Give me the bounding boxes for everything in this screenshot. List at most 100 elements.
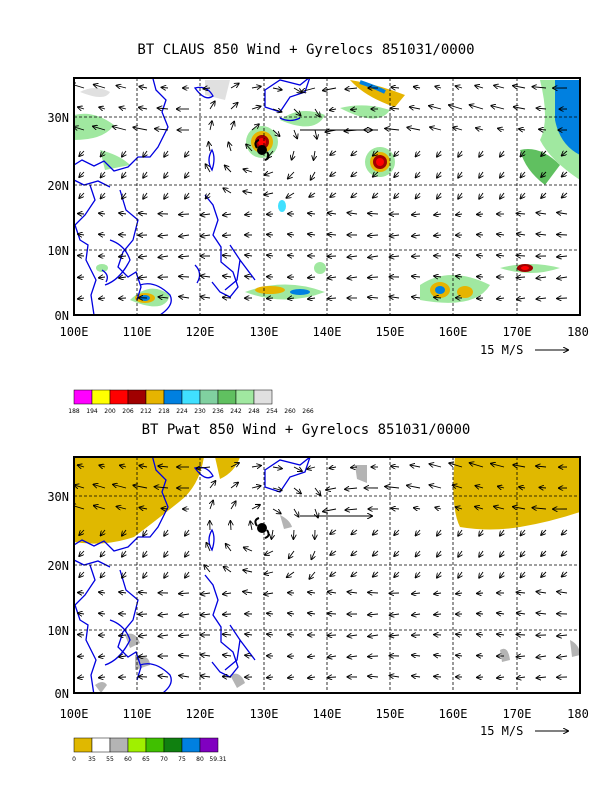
wind-vector — [456, 593, 463, 594]
colorbar-swatch — [91, 737, 111, 753]
wind-vector — [245, 276, 253, 277]
wind-vector — [368, 235, 379, 236]
wind-vector — [416, 192, 420, 198]
wind-vector — [223, 677, 232, 678]
wind-vector — [293, 466, 302, 471]
wind-vector — [179, 256, 190, 257]
wind-vector — [79, 192, 85, 198]
wind-vector — [78, 613, 85, 614]
wind-vector — [78, 298, 85, 299]
wind-vector — [562, 172, 568, 177]
wind-vector — [201, 593, 211, 594]
wind-vector — [456, 214, 463, 215]
wind-vector — [407, 127, 421, 130]
wind-vector — [311, 171, 316, 180]
wind-vector — [206, 543, 210, 552]
wind-vector — [513, 465, 526, 467]
wind-vector — [185, 529, 189, 536]
wind-vector — [500, 571, 504, 578]
wind-vector — [330, 572, 337, 576]
wind-vector — [272, 129, 280, 136]
wind-vector — [158, 108, 169, 109]
wind-vector — [437, 550, 441, 557]
wind-vector — [562, 572, 568, 577]
wind-vector — [517, 677, 526, 678]
wind-vector — [143, 529, 147, 536]
panel1-gridlines — [74, 78, 580, 315]
wind-vector — [78, 277, 85, 278]
wind-vector — [230, 521, 231, 531]
wind-vector — [119, 277, 127, 278]
p1-lon-150: 150E — [376, 325, 405, 339]
wind-vector — [243, 191, 253, 193]
wind-vector — [328, 298, 337, 299]
p2-lon-120: 120E — [186, 707, 215, 721]
wind-vector — [458, 529, 462, 536]
wind-vector — [328, 592, 337, 593]
wind-vector — [119, 256, 127, 257]
wind-vector — [314, 487, 320, 495]
colorbar-label: 188 — [68, 408, 80, 415]
wind-vector — [288, 171, 295, 179]
wind-vector — [541, 571, 547, 577]
wind-vector — [476, 128, 484, 130]
wind-vector — [99, 107, 106, 109]
panel2-map — [73, 456, 581, 694]
wind-vector — [475, 86, 484, 88]
wind-vector — [456, 255, 463, 256]
wind-vector — [416, 571, 420, 577]
colorbar-label: 236 — [212, 408, 224, 415]
wind-vector — [521, 192, 526, 198]
wind-vector — [500, 150, 504, 157]
wind-vector — [368, 213, 379, 214]
wind-vector — [514, 107, 526, 109]
wind-vector — [479, 150, 483, 157]
wind-vector — [164, 171, 168, 178]
wind-vector — [437, 150, 441, 157]
p2-lat-30: 30N — [47, 490, 69, 504]
wind-vector — [458, 150, 462, 157]
wind-vector — [437, 192, 441, 199]
wind-vector — [557, 277, 568, 279]
wind-vector — [201, 235, 211, 236]
wind-vector — [139, 508, 148, 510]
wind-vector — [458, 192, 462, 199]
colorbar-label: 260 — [284, 408, 296, 415]
wind-vector — [416, 550, 420, 556]
wind-vector — [223, 235, 232, 236]
p1-lon-180: 180 — [567, 325, 589, 339]
wind-vector — [311, 550, 315, 559]
wind-vector — [245, 655, 253, 656]
wind-vector — [517, 635, 526, 636]
colorbar-label: 242 — [230, 408, 242, 415]
wind-vector — [164, 571, 168, 578]
wind-vector — [288, 298, 295, 299]
wind-vector — [394, 192, 400, 198]
wind-vector — [536, 466, 547, 467]
wind-vector — [119, 592, 127, 593]
wind-vector — [159, 614, 169, 615]
wind-vector — [272, 467, 282, 469]
wind-vector — [78, 677, 85, 678]
wind-vector — [179, 614, 190, 616]
wind-vector — [491, 464, 505, 468]
wind-vector — [209, 101, 215, 110]
wind-vector — [557, 256, 568, 257]
wind-vector — [345, 88, 358, 89]
wind-vector — [537, 656, 547, 657]
wind-vector — [434, 655, 442, 656]
wind-vector — [264, 193, 274, 195]
wind-vector — [223, 276, 232, 277]
wind-vector — [385, 129, 400, 131]
wind-vector — [537, 298, 547, 299]
wind-vector — [328, 234, 337, 235]
wind-vector — [412, 676, 421, 677]
wind-vector — [99, 213, 106, 214]
wind-vector — [288, 634, 295, 635]
wind-vector — [229, 142, 232, 152]
wind-vector — [143, 150, 147, 157]
wind-vector — [351, 530, 358, 534]
wind-vector — [437, 171, 441, 178]
wind-vector — [416, 150, 420, 156]
